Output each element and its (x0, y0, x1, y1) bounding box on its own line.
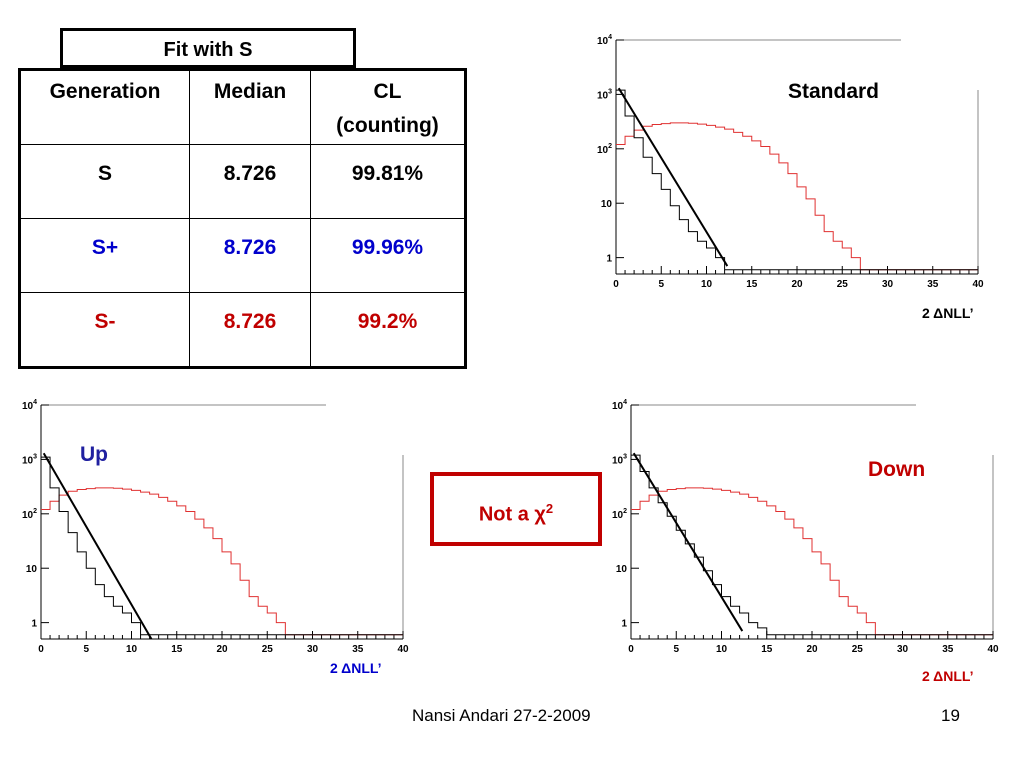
footer-author-date: Nansi Andari 27-2-2009 (412, 706, 591, 725)
x-tick-label: 30 (897, 644, 909, 655)
results-table: Generation Median CL (counting) S 8.726 9… (18, 68, 467, 369)
x-tick-label: 10 (126, 644, 138, 655)
y-tick-label: 104 (597, 34, 612, 47)
x-tick-label: 10 (701, 279, 713, 290)
fit-curve (617, 87, 729, 267)
x-tick-label: 25 (837, 279, 849, 290)
histogram-series (631, 454, 993, 636)
x-tick-label: 30 (882, 279, 894, 290)
x-tick-label: 40 (972, 279, 984, 290)
x-tick-label: 25 (852, 644, 864, 655)
y-tick-label: 102 (597, 143, 612, 156)
cell-cl: 99.2% (310, 292, 466, 368)
table-header-row: Generation Median CL (counting) (19, 69, 466, 145)
cell-median: 8.726 (189, 292, 311, 368)
x-tick-label: 5 (658, 279, 664, 290)
note-text: Not a (478, 503, 535, 526)
x-axis-label-down: 2 ΔNLL’ (922, 668, 974, 684)
y-tick-label: 10 (601, 199, 613, 210)
cell-generation: S+ (19, 218, 190, 293)
y-tick-label: 10 (616, 564, 628, 575)
fit-curve (632, 452, 744, 632)
plot-standard: 0 5 10 15 20 25 30 35 40 1 10 102 103 104 (597, 34, 984, 290)
x-tick-label: 35 (927, 279, 939, 290)
y-tick-label: 103 (597, 88, 612, 101)
histogram-series (616, 122, 978, 271)
not-chi2-note: Not a χ2 (430, 472, 602, 546)
x-tick-label: 20 (216, 644, 228, 655)
y-tick-label: 102 (22, 508, 37, 521)
y-tick-label: 104 (22, 399, 37, 412)
x-axis-label-up: 2 ΔNLL’ (330, 660, 382, 676)
x-tick-label: 15 (761, 644, 773, 655)
histogram-series (41, 456, 403, 636)
plot-up: 0 5 10 15 20 25 30 35 40 1 10 102 103 104 (22, 399, 409, 655)
x-tick-label: 40 (397, 644, 409, 655)
y-tick-label: 1 (31, 619, 37, 630)
header-median: Median (189, 69, 311, 145)
cell-cl: 99.96% (310, 218, 466, 293)
y-tick-label: 103 (612, 453, 627, 466)
cell-median: 8.726 (189, 144, 311, 219)
page-number: 19 (941, 706, 960, 725)
cell-generation: S- (19, 292, 190, 368)
x-axis-label-standard: 2 ΔNLL’ (922, 305, 974, 321)
header-cl: CL (counting) (310, 69, 466, 145)
plot-down: 0 5 10 15 20 25 30 35 40 1 10 102 103 104 (612, 399, 999, 655)
x-tick-label: 5 (673, 644, 679, 655)
x-tick-label: 5 (83, 644, 89, 655)
x-tick-label: 30 (307, 644, 319, 655)
x-tick-label: 35 (352, 644, 364, 655)
x-tick-label: 10 (716, 644, 728, 655)
y-tick-label: 1 (621, 619, 627, 630)
x-tick-label: 0 (628, 644, 634, 655)
x-tick-label: 20 (806, 644, 818, 655)
plot-title-up: Up (80, 443, 108, 466)
y-tick-label: 10 (26, 564, 38, 575)
histogram-series (631, 487, 993, 636)
histogram-series (41, 487, 403, 636)
x-tick-label: 0 (38, 644, 44, 655)
cell-median: 8.726 (189, 218, 311, 293)
x-tick-label: 35 (942, 644, 954, 655)
y-tick-label: 1 (606, 254, 612, 265)
header-generation: Generation (19, 69, 190, 145)
table-title: Fit with S (60, 28, 356, 68)
cell-cl: 99.81% (310, 144, 466, 219)
chi-symbol: χ (534, 503, 546, 526)
x-tick-label: 15 (746, 279, 758, 290)
fit-curve (42, 452, 153, 640)
table-row: S- 8.726 99.2% (19, 292, 466, 368)
x-tick-label: 15 (171, 644, 183, 655)
table-row: S+ 8.726 99.96% (19, 218, 466, 293)
x-tick-label: 25 (262, 644, 274, 655)
y-tick-label: 102 (612, 508, 627, 521)
plot-title-standard: Standard (788, 80, 880, 103)
x-tick-label: 20 (791, 279, 803, 290)
y-tick-label: 103 (22, 453, 37, 466)
chi-exponent: 2 (545, 501, 554, 516)
histogram-series (616, 89, 978, 271)
x-tick-label: 0 (613, 279, 619, 290)
x-tick-label: 40 (987, 644, 999, 655)
table-row: S 8.726 99.81% (19, 144, 466, 219)
plot-title-down: Down (868, 458, 926, 481)
y-tick-label: 104 (612, 399, 627, 412)
cell-generation: S (19, 144, 190, 219)
